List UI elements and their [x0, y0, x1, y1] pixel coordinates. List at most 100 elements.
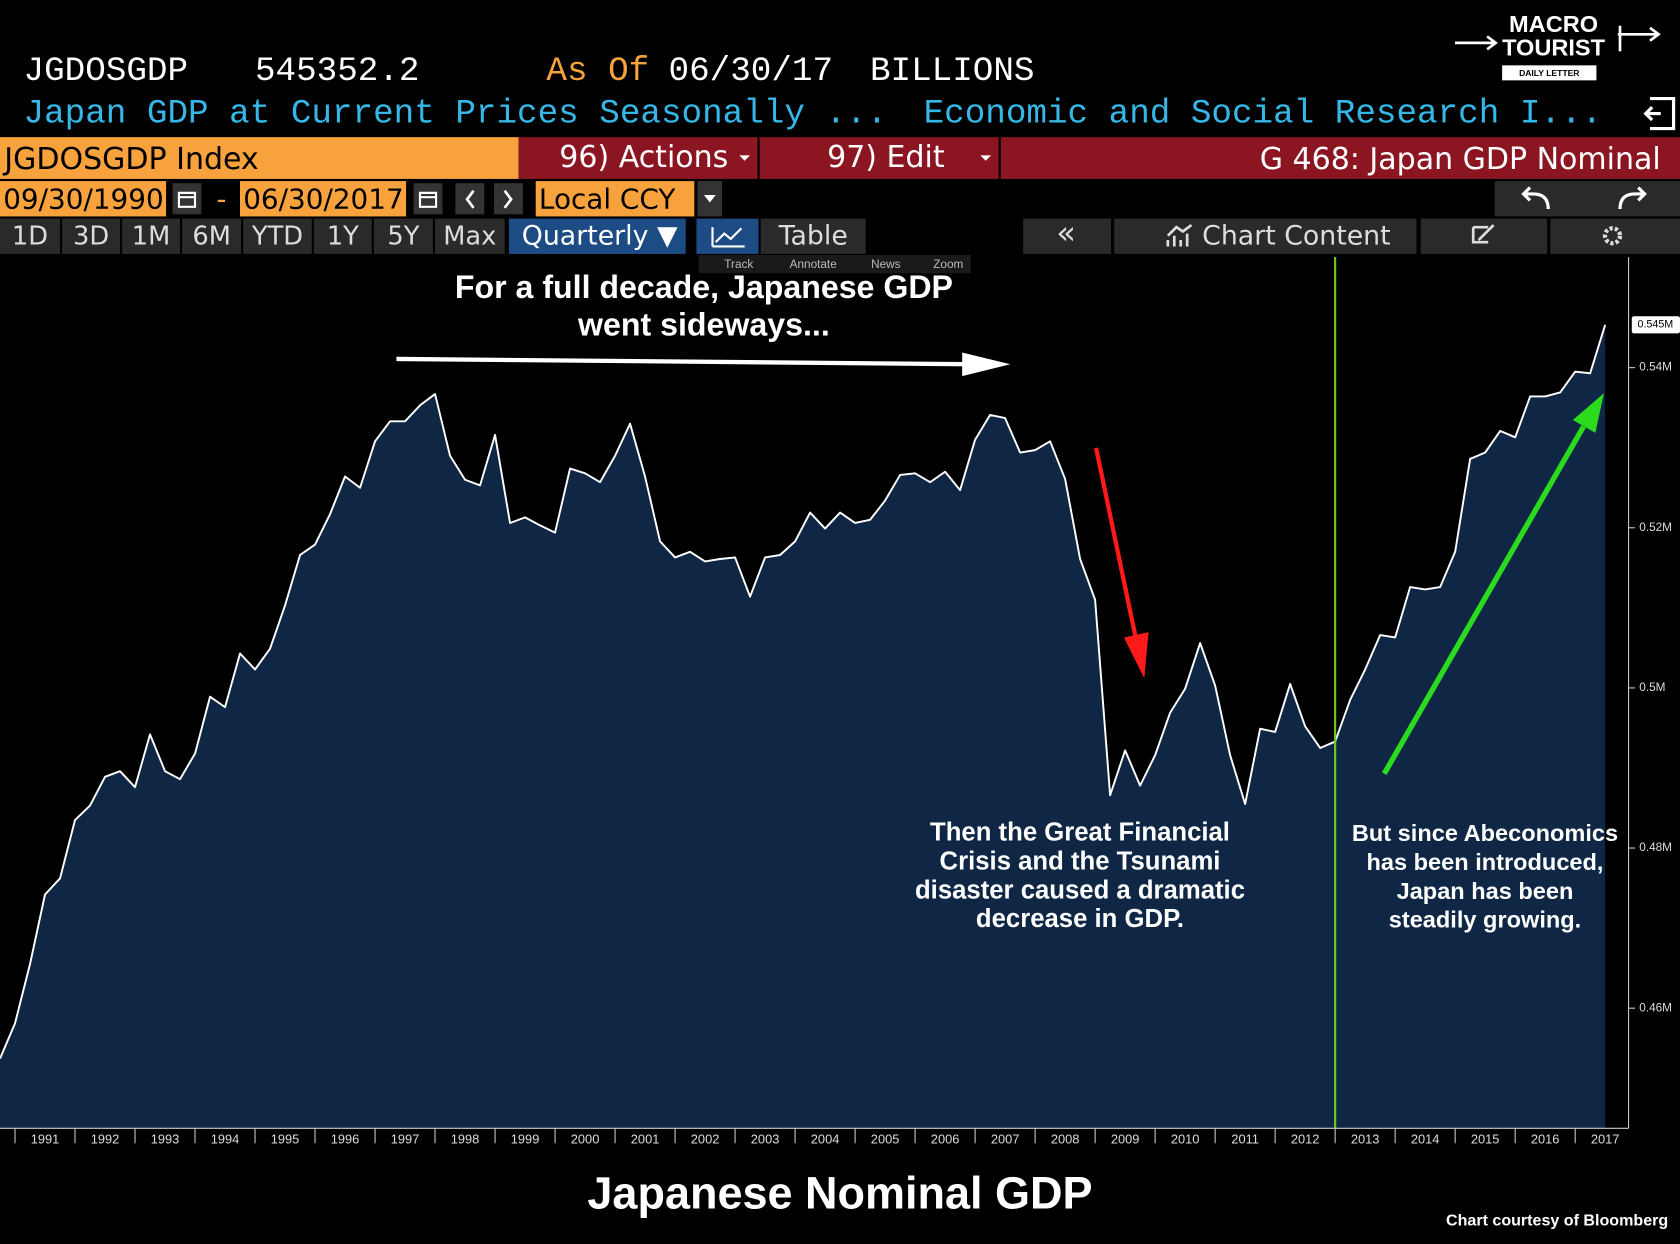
table-button[interactable] — [760, 218, 866, 254]
logo: MACRO TOURIST DAILY LETTER — [1455, 11, 1676, 131]
annotation-arrow — [396, 356, 981, 367]
tool-label[interactable]: Annotate — [790, 258, 838, 271]
settings-button[interactable] — [1550, 218, 1680, 254]
x-tick-label: 2015 — [1471, 1131, 1500, 1146]
chart-view-icon — [711, 227, 745, 248]
export-icon[interactable] — [1643, 96, 1676, 131]
edit-menu[interactable]: 97) Edit — [827, 140, 945, 175]
units: BILLIONS — [870, 52, 1035, 91]
logo-line: TOURIST — [1502, 35, 1606, 61]
security: JGDOSGDP Index — [2, 142, 258, 177]
period-label: YTD — [251, 221, 303, 251]
dropdown-arrow — [703, 195, 716, 203]
annotation-text: has been introduced, — [1367, 849, 1604, 875]
x-tick-label: 1999 — [511, 1131, 540, 1146]
date-separator: - — [216, 182, 226, 215]
chart-content-button[interactable] — [1114, 218, 1417, 254]
period-label: 6M — [192, 221, 231, 251]
frequency: Quarterly ▼ — [522, 220, 678, 251]
period-button[interactable] — [313, 218, 372, 254]
annotation-arrow — [1381, 425, 1586, 775]
chart-title: Japanese Nominal GDP — [587, 1168, 1092, 1219]
date-box[interactable] — [0, 181, 167, 217]
x-tick-label: 1998 — [451, 1131, 480, 1146]
period-button[interactable] — [435, 218, 505, 254]
x-tick-label: 2014 — [1411, 1131, 1440, 1146]
nav-icons — [465, 189, 513, 209]
undo-redo-icons[interactable] — [1521, 186, 1647, 210]
start-date: 09/30/1990 — [3, 182, 163, 215]
tool-label[interactable]: Zoom — [933, 258, 963, 271]
as-of-date: 06/30/17 — [669, 52, 834, 91]
prev-button[interactable] — [455, 183, 485, 215]
table: Table — [778, 220, 848, 251]
currency-box[interactable] — [535, 181, 695, 217]
period-button[interactable] — [373, 218, 433, 254]
y-tick-label: 0.5M — [1639, 681, 1665, 694]
chart-content-icon — [1166, 223, 1193, 247]
security-bar — [0, 137, 519, 179]
logo-arrows — [1455, 25, 1661, 52]
annotation-arrowhead — [962, 352, 1011, 377]
tool-label[interactable]: News — [871, 258, 901, 271]
next-button[interactable] — [493, 183, 523, 215]
period-label: 1D — [12, 221, 48, 251]
collapse: « — [1056, 214, 1076, 252]
line — [0, 324, 1607, 1059]
x-tick-label: 2016 — [1531, 1131, 1560, 1146]
period-button[interactable] — [182, 218, 242, 254]
period-label: 1Y — [327, 221, 359, 251]
y-tick-label: 0.54M — [1639, 361, 1672, 374]
annotation-text: steadily growing. — [1389, 907, 1581, 933]
description: Japan GDP at Current Prices Seasonally .… — [24, 95, 888, 134]
period-label: 5Y — [387, 221, 419, 251]
tool-strip — [698, 255, 971, 274]
period-button[interactable] — [243, 218, 312, 254]
x-tick-label: 1996 — [331, 1131, 360, 1146]
period-button[interactable] — [62, 218, 120, 254]
annotation-text: Japan has been — [1397, 878, 1574, 904]
annotate-icon — [1471, 224, 1495, 244]
collapse-button[interactable] — [1023, 218, 1112, 254]
calendar-button[interactable] — [172, 183, 202, 215]
tool-label[interactable]: Track — [724, 258, 753, 271]
x-tick-label: 2001 — [631, 1131, 660, 1146]
source: Economic and Social Research I... — [924, 95, 1603, 134]
x-tick-label: 1997 — [391, 1131, 420, 1146]
menu-bar — [518, 137, 1680, 179]
calendar-icons — [177, 191, 438, 208]
x-tick-label: 1991 — [31, 1131, 60, 1146]
period-button[interactable] — [122, 218, 180, 254]
logo-banner — [1502, 65, 1597, 81]
currency: Local CCY — [539, 182, 676, 215]
settings-icon — [1602, 226, 1623, 246]
x-tick-label: 2000 — [571, 1131, 600, 1146]
x-tick-label: 2006 — [931, 1131, 960, 1146]
period-button[interactable] — [0, 218, 60, 254]
calendar-button[interactable] — [413, 183, 443, 215]
date-box[interactable] — [240, 181, 407, 217]
x-tick-label: 2017 — [1591, 1131, 1620, 1146]
actions-menu[interactable]: 96) Actions — [559, 140, 728, 175]
x-tick-label: 2004 — [811, 1131, 840, 1146]
frequency-button[interactable] — [508, 218, 686, 254]
annotation-text: decrease in GDP. — [976, 905, 1184, 933]
logo-line: DAILY LETTER — [1519, 68, 1580, 78]
x-tick-label: 2009 — [1111, 1131, 1140, 1146]
annotation-text: Then the Great Financial — [930, 818, 1230, 846]
x-tick-label: 2005 — [871, 1131, 900, 1146]
annotation-text: went sideways... — [577, 306, 830, 342]
annotation-arrow — [1093, 447, 1139, 644]
x-tick-label: 2013 — [1351, 1131, 1380, 1146]
area-fill — [0, 324, 1606, 1129]
annotation-arrowhead — [1123, 632, 1149, 679]
annotation-text: Crisis and the Tsunami — [940, 847, 1221, 875]
source-note: Chart courtesy of Bloomberg — [1446, 1212, 1668, 1230]
y-tick-label: 0.48M — [1639, 841, 1672, 854]
period-label: 3D — [73, 221, 109, 251]
last-value-tag — [1631, 316, 1680, 334]
end-date: 06/30/2017 — [243, 182, 403, 215]
annotation-text: For a full decade, Japanese GDP — [455, 269, 953, 305]
